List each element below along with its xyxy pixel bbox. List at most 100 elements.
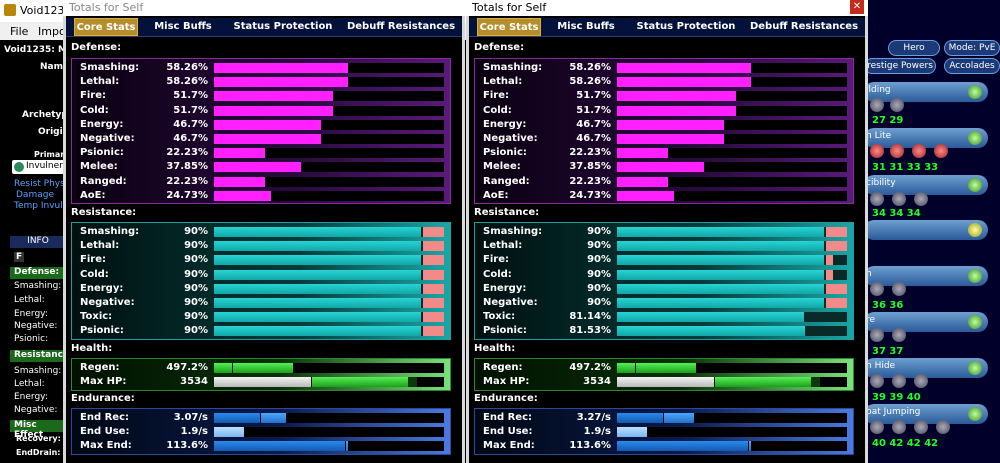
stat-value: 90% (184, 240, 208, 252)
stat-value: 81.53% (569, 325, 611, 337)
stat-row: Fire: 51.7% (475, 89, 853, 103)
tab-debuff-resistances[interactable]: Debuff Resistances (749, 21, 859, 32)
toggle-icon (968, 223, 982, 237)
enhancement-icon (870, 374, 884, 388)
stat-value: 113.6% (569, 440, 611, 452)
stat-row: End Use: 1.9/s (72, 425, 450, 439)
mode-button[interactable]: Mode: PvE (944, 40, 1000, 56)
app-icon (4, 4, 16, 16)
power-temp-invuln[interactable]: Temp Invuln (14, 201, 69, 211)
stat-value: 58.26% (166, 62, 208, 73)
tab-misc-buffs[interactable]: Misc Buffs (557, 21, 615, 32)
tab-bar: Core Stats Misc Buffs Status Protection … (66, 18, 462, 37)
hero-button[interactable]: Hero (888, 40, 940, 56)
endurance-bar-fill (261, 413, 287, 423)
accolades-button[interactable]: Accolades (944, 58, 1000, 74)
menu-import[interactable]: Impo (38, 25, 66, 38)
stat-bar (214, 77, 444, 88)
primary-select[interactable]: Invulner (12, 160, 64, 174)
stat-label: Cold: (483, 268, 512, 280)
maxhp-base-fill (214, 377, 311, 387)
stat-label: Regen: (483, 362, 523, 373)
power-pill[interactable]: h (864, 266, 988, 286)
power-pill[interactable]: cibility (864, 175, 988, 195)
stat-bar (617, 91, 847, 102)
stat-bar (617, 227, 847, 237)
tab-core-stats[interactable]: Core Stats (477, 18, 541, 36)
power-pill[interactable]: n Lite (864, 128, 988, 148)
stat-value: 90% (587, 240, 611, 252)
defense-bar-fill (214, 176, 266, 187)
stat-row: End Rec: 3.27/s (475, 411, 853, 425)
defense-bar-fill (617, 162, 705, 173)
stat-row: AoE: 24.73% (475, 189, 853, 203)
stat-label: Cold: (80, 268, 109, 280)
resistance-bar-fill (617, 269, 824, 280)
stat-value: 46.7% (173, 133, 208, 144)
stat-bar (214, 312, 444, 323)
health-panel: Regen: 497.2% Max HP: 3534 (474, 358, 854, 391)
stat-value: 51.7% (173, 90, 208, 102)
stat-bar (214, 190, 444, 201)
stat-row: Energy: 46.7% (475, 118, 853, 132)
stat-value: 90% (587, 254, 611, 266)
stat-bar (214, 91, 444, 102)
stat-label: Max End: (483, 440, 535, 452)
power-pill[interactable]: ilding (864, 82, 988, 102)
resistance-overcap-fill (826, 255, 833, 266)
defense-bar-fill (617, 77, 751, 88)
stat-row: Fire: 90% (475, 253, 853, 267)
resistance-bar-fill (214, 241, 421, 252)
stat-label: Psionic: (483, 147, 527, 159)
tab-misc-buffs[interactable]: Misc Buffs (154, 21, 212, 32)
menu-file[interactable]: File (10, 25, 29, 38)
stat-bar (214, 63, 444, 73)
tab-debuff-resistances[interactable]: Debuff Resistances (346, 21, 456, 32)
stat-label: Regen: (80, 362, 120, 373)
stat-value: 90% (184, 325, 208, 337)
health-panel: Regen: 497.2% Max HP: 3534 (71, 358, 451, 391)
power-pill[interactable]: h Hide (864, 358, 988, 378)
stat-bar (617, 441, 847, 452)
window-titlebar[interactable]: Totals for Self ✕ (466, 0, 868, 16)
info-tab[interactable]: INFO (10, 236, 66, 248)
power-pill-label: ilding (866, 85, 891, 95)
power-pill[interactable]: re (864, 312, 988, 332)
stat-label: Negative: (483, 297, 538, 308)
stat-bar (617, 241, 847, 252)
endurance-header: Endurance: (474, 393, 538, 404)
power-resist-physical[interactable]: Resist Physi (14, 179, 68, 189)
defense-bar-fill (617, 190, 674, 201)
power-pill[interactable] (864, 220, 988, 240)
stat-value: 3534 (180, 376, 208, 387)
tab-status-protection[interactable]: Status Protection (233, 21, 333, 32)
stat-label: End Use: (483, 426, 533, 438)
power-pill-label: h (866, 269, 872, 279)
tab-status-protection[interactable]: Status Protection (636, 21, 736, 32)
endurance-panel: End Rec: 3.27/s End Use: 1.9/s Max End: 113.6… (474, 408, 854, 455)
endurance-bar-fill (346, 441, 349, 452)
stat-bar (617, 148, 847, 159)
stat-row: Toxic: 90% (72, 310, 450, 324)
bg-res-item: Negative: (14, 405, 58, 415)
f-toggle[interactable]: F (14, 252, 25, 262)
defense-bar-fill (214, 91, 333, 102)
power-damage[interactable]: Damage (16, 190, 54, 200)
close-button[interactable]: ✕ (850, 0, 864, 14)
stat-label: Energy: (80, 118, 124, 130)
enhancement-icon (912, 144, 926, 158)
stat-label: Ranged: (80, 175, 127, 187)
stat-row: Max End: 113.6% (72, 439, 450, 453)
prestige-powers-button[interactable]: restige Powers (864, 58, 936, 74)
stat-row: Negative: 46.7% (72, 132, 450, 146)
defense-bar-fill (617, 91, 736, 102)
stat-row: Lethal: 58.26% (475, 75, 853, 89)
power-pill[interactable]: bat Jumping (864, 404, 988, 424)
slot-levels: 36 36 (872, 300, 904, 311)
resistance-header: Resistance: (474, 207, 540, 218)
stat-value: 90% (587, 282, 611, 294)
tab-core-stats[interactable]: Core Stats (74, 18, 138, 36)
stat-bar (214, 441, 444, 452)
window-titlebar[interactable]: Totals for Self (63, 0, 465, 16)
resistance-bar-fill (214, 283, 421, 294)
